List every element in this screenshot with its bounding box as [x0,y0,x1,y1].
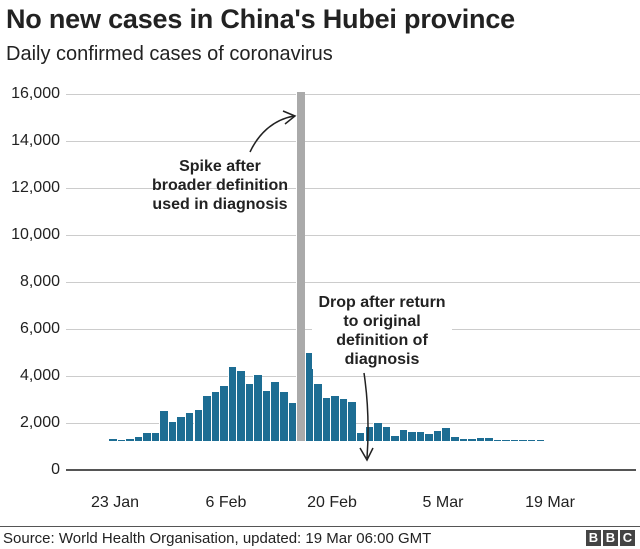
data-bar [184,412,194,441]
data-bar [407,432,416,441]
source-note: Source: World Health Organisation, updat… [3,530,432,547]
annotation-line: Drop after return [318,294,446,311]
data-bar [398,429,408,441]
y-axis-tick-label: 10,000 [11,226,60,243]
data-bar [432,431,442,441]
data-bar [338,398,348,441]
chart-title: No new cases in China's Hubei province [6,4,515,34]
bbc-logo-letter: C [620,530,635,546]
data-bar [424,433,433,441]
data-bar [381,426,391,441]
data-bar [279,392,288,441]
y-axis-tick-label: 6,000 [19,320,60,337]
data-bar [492,440,502,441]
data-bar [441,427,450,441]
y-axis-tick-label: 12,000 [11,179,60,196]
data-bar [535,440,545,441]
data-bar [347,402,356,441]
data-bar [261,391,271,441]
data-bar [526,440,536,441]
bar-chart: 16,000 14,000 12,000 10,000 8,000 6,000 4,000 2… [11,85,640,511]
gridline [66,141,640,142]
data-bar [167,421,177,441]
spike-bar [296,92,305,441]
x-axis-tick-label: 20 Feb [307,494,357,511]
data-bar [313,384,322,441]
data-bar [475,437,485,441]
data-bar [202,396,211,441]
chart-subtitle: Daily confirmed cases of coronavirus [6,43,333,65]
bbc-logo: B B C [586,530,635,546]
y-axis-tick-label: 0 [51,461,60,478]
x-axis-tick-label: 19 Mar [525,494,575,511]
data-bar [450,437,459,441]
annotation-line: diagnosis [344,351,420,368]
annotation-line: to original [343,313,421,330]
data-bar [467,438,476,441]
data-bar [415,432,425,441]
data-bar [330,396,339,441]
data-bar [236,371,245,441]
annotation-line: used in diagnosis [152,196,288,213]
x-axis-line [66,469,636,471]
data-bar [125,439,134,441]
gridline [66,235,640,236]
y-axis-tick-label: 2,000 [19,414,60,431]
bbc-logo-letter: B [586,530,601,546]
data-bar [108,438,117,441]
data-bar [364,426,374,441]
gridline [66,188,640,189]
data-bar [227,366,237,441]
data-bar [253,374,262,441]
spike-annotation: Spike after broader definition used in d… [150,157,290,214]
gridline [66,376,640,377]
bbc-logo-letter: B [603,530,618,546]
x-axis-tick-label: 5 Mar [422,494,464,511]
gridline [66,282,640,283]
data-bar [116,440,126,441]
y-axis-tick-label: 4,000 [19,367,60,384]
data-bar [133,437,143,441]
data-bar [193,409,203,441]
data-bar [176,417,185,441]
data-bar [210,392,220,441]
data-bar [321,398,331,441]
data-bar [304,352,314,441]
y-axis-tick-label: 16,000 [11,85,60,102]
data-bar [484,438,493,441]
annotation-line: broader definition [152,177,288,194]
y-axis-tick-label: 8,000 [19,273,60,290]
data-bar [458,438,468,441]
data-bar [287,402,297,441]
data-bar [355,432,365,441]
data-bar [270,382,279,441]
data-bar [142,433,151,441]
data-bar [159,411,168,441]
data-bar [219,386,228,441]
data-bar [390,436,399,441]
y-axis-tick-label: 14,000 [11,132,60,149]
annotation-line: Spike after [179,158,261,175]
x-axis-tick-label: 23 Jan [90,494,140,511]
gridline [66,94,640,95]
data-bar [518,440,527,441]
data-bar [501,440,510,441]
data-bar [509,440,519,441]
drop-annotation: Drop after return to original definition… [312,293,452,369]
footer-divider [0,526,640,527]
data-bar [244,384,254,441]
data-bar [373,422,382,441]
data-bar [150,432,160,441]
x-axis-tick-label: 6 Feb [205,494,247,511]
annotation-line: definition of [336,332,428,349]
